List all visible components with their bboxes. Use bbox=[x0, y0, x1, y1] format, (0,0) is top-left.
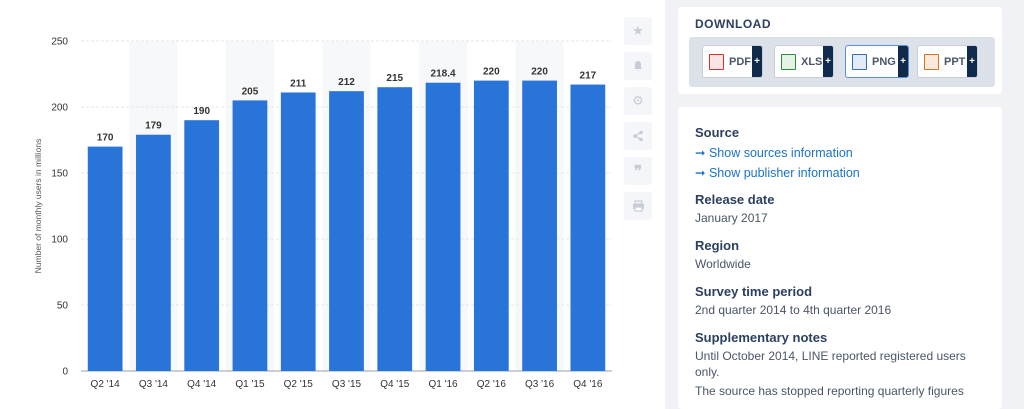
share-icon[interactable] bbox=[624, 122, 652, 150]
bell-icon[interactable] bbox=[624, 52, 652, 80]
data-label: 179 bbox=[145, 121, 162, 132]
supplementary-notes-text-2: The source has stopped reporting quarter… bbox=[695, 384, 964, 398]
data-label: 220 bbox=[531, 67, 548, 78]
png-icon bbox=[852, 53, 867, 70]
data-label: 190 bbox=[193, 106, 210, 117]
release-date-value: January 2017 bbox=[695, 211, 768, 225]
download-png-label: PNG bbox=[872, 55, 896, 68]
plus-icon[interactable]: + bbox=[898, 46, 908, 77]
x-tick-label: Q3 '15 bbox=[332, 379, 362, 390]
download-pdf-label: PDF bbox=[729, 55, 751, 68]
bar bbox=[570, 84, 606, 371]
data-label: 211 bbox=[290, 78, 307, 89]
x-tick-label: Q1 '16 bbox=[428, 379, 458, 390]
bar bbox=[87, 146, 123, 371]
bar bbox=[329, 91, 364, 371]
bar bbox=[184, 120, 220, 371]
data-label: 220 bbox=[483, 67, 500, 78]
chart-card: 0 50 100 150 200 250 Number of monthly users i… bbox=[0, 0, 665, 409]
plus-icon[interactable]: + bbox=[967, 46, 977, 77]
download-ppt-button[interactable]: PPT + bbox=[917, 45, 978, 78]
release-date-heading: Release date bbox=[695, 192, 775, 207]
data-label: 212 bbox=[338, 77, 355, 88]
star-icon[interactable]: ★ bbox=[624, 17, 652, 45]
download-ppt-label: PPT bbox=[944, 55, 966, 68]
x-tick-label: Q4 '14 bbox=[187, 379, 217, 390]
supplementary-notes-text-1: Until October 2014, LINE reported regist… bbox=[695, 349, 966, 379]
y-tick-label: 150 bbox=[51, 169, 68, 180]
x-tick-label: Q3 '16 bbox=[525, 379, 555, 390]
plus-icon[interactable]: + bbox=[752, 46, 762, 77]
x-tick-label: Q2 '14 bbox=[91, 379, 121, 390]
show-sources-link[interactable]: ➞ Show sources information bbox=[695, 146, 853, 160]
download-xls-label: XLS bbox=[801, 55, 823, 68]
data-label: 170 bbox=[97, 133, 114, 144]
y-tick-label: 50 bbox=[57, 301, 69, 312]
survey-period-heading: Survey time period bbox=[695, 284, 813, 299]
y-tick-label: 100 bbox=[51, 235, 68, 246]
bar bbox=[232, 100, 268, 372]
bar bbox=[136, 134, 171, 371]
y-axis-label: Number of monthly users in millions bbox=[33, 139, 43, 274]
info-card: Source ➞ Show sources information ➞ Show… bbox=[678, 107, 1002, 409]
y-tick-label: 200 bbox=[51, 103, 68, 114]
download-pdf-button[interactable]: PDF + bbox=[702, 45, 763, 78]
data-label: 205 bbox=[242, 86, 259, 97]
plus-icon[interactable]: + bbox=[823, 46, 833, 77]
gear-icon[interactable]: ⚙ bbox=[624, 87, 652, 115]
y-tick-label: 0 bbox=[62, 367, 68, 378]
quote-icon[interactable]: ❞ bbox=[624, 157, 652, 185]
x-tick-label: Q2 '16 bbox=[477, 379, 507, 390]
show-publisher-link[interactable]: ➞ Show publisher information bbox=[695, 166, 860, 180]
supplementary-notes-heading: Supplementary notes bbox=[695, 330, 828, 345]
x-tick-label: Q3 '14 bbox=[139, 379, 169, 390]
pdf-icon bbox=[709, 53, 724, 70]
x-tick-label: Q1 '15 bbox=[235, 379, 265, 390]
bar bbox=[522, 80, 557, 371]
data-label: 215 bbox=[386, 73, 403, 84]
y-tick-label: 250 bbox=[51, 37, 68, 48]
ppt-icon bbox=[924, 53, 939, 70]
bar bbox=[425, 82, 461, 371]
x-tick-label: Q2 '15 bbox=[284, 379, 314, 390]
bar-chart: 0 50 100 150 200 250 Number of monthly users i… bbox=[33, 37, 612, 390]
download-title: DOWNLOAD bbox=[695, 17, 771, 31]
download-card: DOWNLOAD PDF + XLS + PNG + PPT + bbox=[678, 7, 1002, 94]
region-value: Worldwide bbox=[695, 257, 751, 271]
x-tick-label: Q4 '15 bbox=[380, 379, 410, 390]
region-heading: Region bbox=[695, 238, 740, 253]
bar bbox=[280, 92, 316, 371]
chart-toolbar: ★ ⚙ ❞ bbox=[624, 17, 656, 227]
download-xls-button[interactable]: XLS + bbox=[774, 45, 834, 78]
bar bbox=[377, 87, 413, 371]
bar bbox=[473, 80, 509, 371]
data-label: 218.4 bbox=[431, 69, 456, 80]
print-icon[interactable] bbox=[624, 192, 652, 220]
source-heading: Source bbox=[695, 125, 740, 140]
download-png-button[interactable]: PNG + bbox=[845, 45, 909, 78]
xls-icon bbox=[781, 53, 796, 70]
data-label: 217 bbox=[580, 71, 597, 82]
download-bar: PDF + XLS + PNG + PPT + bbox=[689, 37, 995, 87]
x-tick-label: Q4 '16 bbox=[573, 379, 603, 390]
survey-period-value: 2nd quarter 2014 to 4th quarter 2016 bbox=[695, 303, 892, 317]
